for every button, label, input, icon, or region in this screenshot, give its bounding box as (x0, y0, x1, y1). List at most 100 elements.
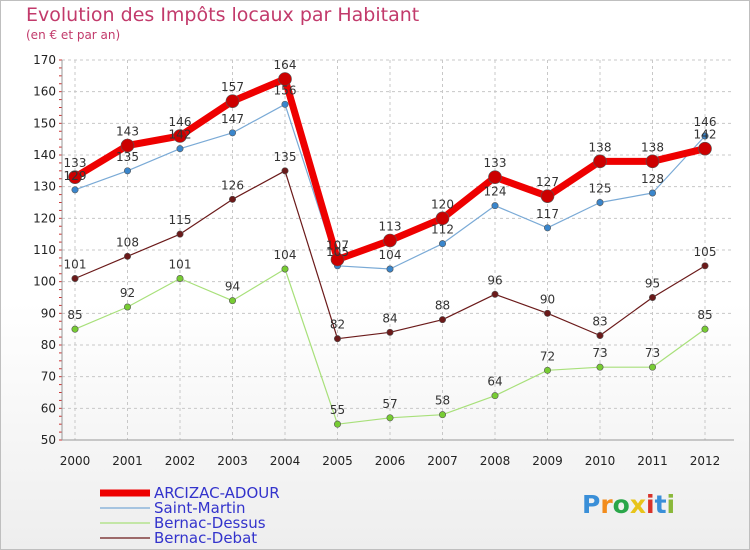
data-point-saint-martin (71, 186, 79, 194)
data-label-bernac-debat: 105 (694, 245, 717, 259)
proxiti-logo: Proxiti (582, 490, 676, 519)
data-label-bernac-dessus: 64 (487, 375, 502, 389)
data-point-arcizac-adour (435, 211, 450, 226)
x-tick-label: 2003 (217, 454, 248, 468)
data-label-bernac-dessus: 55 (330, 403, 345, 417)
data-label-bernac-debat: 135 (274, 150, 297, 164)
data-point-saint-martin (124, 167, 132, 175)
x-tick-label: 2001 (112, 454, 143, 468)
y-tick-label: 50 (41, 433, 56, 447)
data-point-saint-martin (648, 189, 656, 197)
data-point-bernac-dessus (281, 265, 289, 273)
y-tick-label: 170 (33, 53, 56, 67)
data-label-arcizac-adour: 127 (536, 175, 559, 189)
legend-label: Bernac-Debat (154, 529, 257, 547)
x-tick-label: 2004 (270, 454, 301, 468)
data-point-bernac-dessus (333, 420, 341, 428)
data-point-bernac-dessus (71, 325, 79, 333)
data-point-bernac-dessus (176, 274, 184, 282)
data-label-bernac-dessus: 94 (225, 280, 240, 294)
x-tick-label: 2011 (637, 454, 668, 468)
data-point-saint-martin (438, 240, 446, 248)
y-tick-label: 110 (33, 243, 56, 257)
data-label-saint-martin: 125 (589, 182, 612, 196)
data-point-saint-martin (281, 100, 289, 108)
data-point-bernac-dessus (124, 303, 132, 311)
data-point-bernac-dessus (386, 414, 394, 422)
data-point-bernac-debat (333, 335, 341, 343)
data-point-arcizac-adour (383, 233, 397, 248)
data-label-saint-martin: 105 (326, 245, 349, 259)
data-label-saint-martin: 135 (116, 150, 139, 164)
data-point-bernac-debat (229, 195, 237, 203)
data-label-bernac-debat: 96 (487, 273, 502, 287)
data-point-saint-martin (596, 199, 604, 207)
data-label-bernac-debat: 83 (592, 315, 607, 329)
data-label-arcizac-adour: 157 (221, 80, 244, 94)
data-label-bernac-dessus: 92 (120, 286, 135, 300)
data-point-bernac-debat (386, 328, 394, 336)
data-label-arcizac-adour: 138 (589, 140, 612, 154)
y-tick-label: 130 (33, 180, 56, 194)
legend-label: Bernac-Dessus (154, 514, 266, 532)
data-label-bernac-dessus: 57 (382, 397, 397, 411)
data-label-arcizac-adour: 138 (641, 140, 664, 154)
data-point-arcizac-adour (698, 141, 712, 156)
data-label-bernac-debat: 101 (64, 258, 87, 272)
y-tick-label: 120 (33, 211, 56, 225)
x-tick-label: 2006 (375, 454, 406, 468)
data-point-arcizac-adour (278, 72, 292, 86)
x-tick-label: 2000 (60, 454, 91, 468)
data-point-saint-martin (386, 265, 394, 273)
data-label-bernac-debat: 88 (435, 299, 450, 313)
data-label-bernac-dessus: 58 (435, 394, 450, 408)
data-label-arcizac-adour: 120 (431, 197, 454, 211)
data-label-arcizac-adour: 133 (484, 156, 507, 170)
data-label-saint-martin: 124 (484, 185, 507, 199)
data-label-bernac-dessus: 73 (645, 346, 660, 360)
x-tick-label: 2012 (690, 454, 721, 468)
data-point-bernac-dessus (229, 297, 237, 305)
data-point-arcizac-adour (120, 138, 135, 153)
y-tick-label: 150 (33, 116, 56, 130)
x-tick-label: 2005 (322, 454, 353, 468)
y-tick-label: 70 (41, 370, 56, 384)
data-label-arcizac-adour: 107 (326, 239, 349, 253)
data-label-saint-martin: 156 (274, 83, 297, 97)
data-label-bernac-debat: 95 (645, 277, 660, 291)
chart-title: Evolution des Impôts locaux par Habitant (26, 4, 420, 26)
data-label-bernac-dessus: 73 (592, 346, 607, 360)
data-point-bernac-debat (701, 262, 709, 270)
legend: ARCIZAC-ADOURSaint-MartinBernac-DessusBe… (100, 484, 280, 547)
data-label-saint-martin: 142 (169, 128, 192, 142)
data-label-arcizac-adour: 164 (274, 58, 297, 72)
grid (62, 59, 734, 441)
data-label-saint-martin: 128 (641, 172, 664, 186)
data-point-bernac-dessus (648, 363, 656, 371)
data-point-arcizac-adour (645, 154, 660, 169)
y-tick-label: 100 (33, 275, 56, 289)
chart-subtitle: (en € et par an) (26, 28, 121, 42)
data-point-saint-martin (491, 202, 499, 210)
data-label-arcizac-adour: 142 (694, 128, 717, 142)
data-label-bernac-dessus: 85 (697, 308, 712, 322)
data-label-saint-martin: 146 (694, 115, 717, 129)
data-point-bernac-debat (648, 293, 656, 301)
x-tick-label: 2010 (585, 454, 616, 468)
data-point-saint-martin (701, 132, 709, 140)
data-point-bernac-dessus (701, 325, 709, 333)
x-tick-label: 2008 (480, 454, 511, 468)
data-point-arcizac-adour (330, 252, 345, 267)
data-point-arcizac-adour (540, 189, 555, 203)
series-group (68, 72, 712, 428)
y-tick-label: 80 (41, 338, 56, 352)
x-tick-label: 2007 (427, 454, 458, 468)
data-point-bernac-dessus (491, 392, 499, 400)
data-label-bernac-dessus: 101 (169, 258, 192, 272)
data-point-bernac-dessus (596, 363, 604, 371)
data-point-bernac-dessus (438, 411, 446, 419)
data-label-bernac-debat: 84 (382, 311, 397, 325)
legend-label: ARCIZAC-ADOUR (154, 484, 280, 502)
data-point-arcizac-adour (593, 154, 607, 169)
data-point-bernac-debat (543, 309, 551, 317)
